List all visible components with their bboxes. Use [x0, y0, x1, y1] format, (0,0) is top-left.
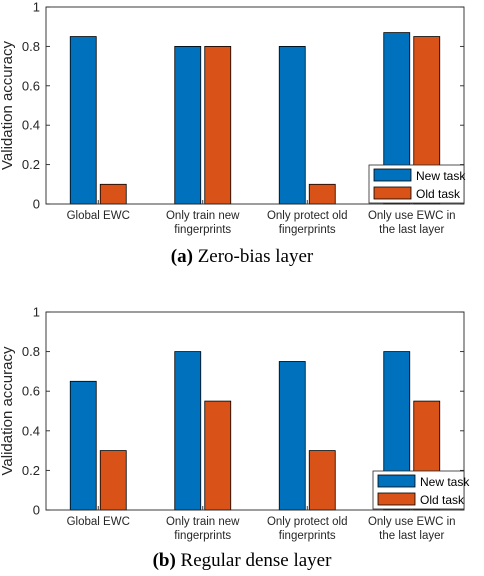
y-tick-label: 0 — [33, 197, 40, 212]
bar-old-task-1 — [204, 400, 232, 511]
y-tick-label: 0.6 — [22, 78, 40, 93]
x-category-label: Global EWC — [67, 516, 130, 528]
bar-old-task-2 — [308, 183, 336, 205]
caption-regular-dense: (b) Regular dense layer — [0, 550, 484, 572]
bar-chart-regular-dense: 0 0.2 0.4 0.6 0.8 1 Global EWC Only train new fi… — [0, 305, 470, 543]
y-tick-label: 0.2 — [22, 157, 40, 172]
legend-swatch — [373, 168, 412, 182]
legend-swatch — [377, 492, 416, 506]
y-tick-label: 1 — [33, 305, 40, 320]
x-category-label: Only protect old — [267, 516, 348, 528]
y-tick-label: 0.4 — [22, 118, 40, 133]
bar-new-task-2 — [278, 361, 306, 511]
y-tick-label: 0.8 — [22, 39, 40, 54]
y-axis-title: Validation accuracy — [0, 346, 16, 475]
plot-frame — [45, 6, 465, 205]
x-category-label: Only use EWC in — [368, 516, 456, 528]
caption-text: Regular dense layer — [180, 550, 332, 571]
x-category-label: the last layer — [379, 530, 444, 542]
bar-new-task-0 — [69, 380, 97, 511]
caption-tag: (b) — [152, 550, 176, 571]
bar-old-task-0 — [99, 450, 127, 511]
y-axis-title: Validation accuracy — [0, 41, 16, 170]
legend-label: New task — [416, 169, 466, 183]
legend: New task Old task — [368, 164, 466, 204]
legend-label: New task — [420, 475, 470, 489]
x-category-label: fingerprints — [174, 530, 231, 542]
x-category-label: Only use EWC in — [368, 210, 456, 222]
x-category-label: Only protect old — [267, 210, 348, 222]
y-tick-label: 1 — [33, 0, 40, 15]
y-tick-label: 0.6 — [22, 384, 40, 399]
x-category-label: fingerprints — [279, 224, 336, 236]
legend-label: Old task — [416, 187, 461, 201]
y-tick-label: 0 — [33, 503, 40, 518]
caption-zero-bias: (a) Zero-bias layer — [0, 246, 484, 268]
y-tick-label: 0.4 — [22, 423, 40, 438]
x-category-label: the last layer — [379, 224, 444, 236]
bar-old-task-0 — [99, 183, 127, 205]
chart-panel-zero-bias: 0 0.2 0.4 0.6 0.8 1 Global EWC Only train new fi… — [0, 0, 484, 272]
legend-swatch — [373, 186, 412, 200]
legend: New task Old task — [372, 470, 470, 510]
x-category-label: Only train new — [166, 516, 240, 528]
x-category-label: Global EWC — [67, 210, 130, 222]
bar-new-task-1 — [174, 46, 202, 205]
bar-new-task-1 — [174, 351, 202, 511]
x-category-label: fingerprints — [174, 224, 231, 236]
bar-chart-zero-bias: 0 0.2 0.4 0.6 0.8 1 Global EWC Only train new fi… — [0, 0, 466, 236]
caption-text: Zero-bias layer — [197, 246, 314, 267]
bar-old-task-2 — [308, 450, 336, 511]
caption-tag: (a) — [170, 246, 193, 267]
bar-old-task-1 — [204, 46, 232, 205]
legend-swatch — [377, 474, 416, 488]
bar-new-task-0 — [69, 36, 97, 205]
plot-frame — [45, 311, 465, 511]
x-category-label: fingerprints — [279, 530, 336, 542]
legend-label: Old task — [420, 493, 465, 507]
y-tick-label: 0.2 — [22, 463, 40, 478]
x-category-label: Only train new — [166, 210, 240, 222]
bar-new-task-2 — [278, 46, 306, 205]
chart-panel-regular-dense: 0 0.2 0.4 0.6 0.8 1 Global EWC Only train new fi… — [0, 300, 484, 576]
y-tick-label: 0.8 — [22, 344, 40, 359]
